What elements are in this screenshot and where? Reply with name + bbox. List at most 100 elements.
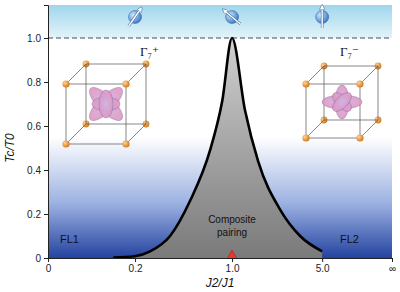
atom xyxy=(122,80,129,87)
atom xyxy=(356,80,363,87)
cube-edge xyxy=(360,84,361,138)
atom xyxy=(62,140,69,147)
cube-edge xyxy=(378,66,379,120)
cube-edge xyxy=(306,84,360,85)
y-tick-label: 0.6 xyxy=(27,121,41,132)
high-temperature-band xyxy=(48,5,392,38)
cube-edge xyxy=(360,66,378,84)
x-tick: ∞ xyxy=(389,258,396,274)
orbital-lobe xyxy=(329,89,354,114)
y-tick: 0.4 xyxy=(27,165,48,176)
atom xyxy=(122,140,129,147)
x-tick: 1.0 xyxy=(226,258,240,274)
y-tick: 0.2 xyxy=(27,209,48,220)
x-axis-line xyxy=(49,259,393,263)
spin-arrow xyxy=(129,8,142,26)
y-tick: 0.6 xyxy=(27,121,48,132)
x-tick: 0 xyxy=(46,258,52,274)
low-temperature-band xyxy=(48,38,392,258)
cube-edge xyxy=(324,120,378,121)
y-axis-line xyxy=(44,6,49,259)
orbital-lobe xyxy=(99,90,113,118)
x-tick-label: 0 xyxy=(46,263,52,274)
crystal-cube xyxy=(302,63,381,142)
pairing-area xyxy=(113,38,322,258)
orbital-lobe xyxy=(85,83,127,125)
cube-edge xyxy=(324,66,378,67)
symmetry-label: Γ₇⁻ xyxy=(340,44,359,59)
atom xyxy=(302,134,309,141)
cube-edge xyxy=(66,84,126,85)
cube-edge xyxy=(306,66,324,84)
y-tick-mark xyxy=(44,258,48,259)
y-tick-mark xyxy=(44,214,48,215)
cube-edge xyxy=(306,120,324,138)
cube-edge xyxy=(146,64,147,124)
y-axis: 0 0.2 0.4 0.6 0.8 1.0 xyxy=(27,6,48,264)
phase-label: FL2 xyxy=(340,233,359,245)
orbital-lobe xyxy=(329,89,354,114)
y-tick-mark xyxy=(44,38,48,39)
x-axis: 0 0.2 1.0 5.0 ∞ xyxy=(46,258,396,274)
orbital-lobe xyxy=(85,83,127,125)
symmetry-label: Γ₇⁺ xyxy=(140,44,159,59)
critical-point xyxy=(227,250,237,258)
x-tick-mark xyxy=(392,258,393,262)
y-tick: 0 xyxy=(35,253,48,264)
atom xyxy=(356,134,363,141)
x-tick-mark xyxy=(232,258,233,262)
cube-edge xyxy=(66,124,86,144)
x-tick-mark xyxy=(322,258,323,262)
cube-edge xyxy=(86,64,87,124)
plot-marks xyxy=(48,38,392,258)
y-tick-label: 0 xyxy=(35,253,41,264)
cube-edge xyxy=(86,124,146,125)
atom xyxy=(62,80,69,87)
orbital xyxy=(85,83,127,125)
atom xyxy=(302,80,309,87)
phase-label: FL1 xyxy=(60,233,79,245)
cube-edge xyxy=(324,66,325,120)
cube-edge xyxy=(126,124,146,144)
cube-edge xyxy=(126,64,146,84)
x-tick-label: 1.0 xyxy=(226,263,240,274)
x-tick-mark xyxy=(48,258,49,262)
y-tick-label: 0.2 xyxy=(27,209,41,220)
y-tick-mark xyxy=(44,170,48,171)
cube-edge xyxy=(360,120,378,138)
cube-edge xyxy=(306,138,360,139)
reference-line xyxy=(48,38,392,39)
spin-arrow-outline xyxy=(224,10,241,24)
y-tick: 0.8 xyxy=(27,77,48,88)
x-tick-label: 5.0 xyxy=(316,263,330,274)
region-label: pairing xyxy=(217,227,247,238)
cube-edge xyxy=(126,84,127,144)
spin-arrow xyxy=(224,10,241,24)
orbital xyxy=(322,85,362,119)
y-tick-mark xyxy=(44,126,48,127)
spin-arrow xyxy=(321,6,322,28)
y-tick: 1.0 xyxy=(27,33,48,44)
x-tick-mark xyxy=(135,258,136,262)
x-tick: 0.2 xyxy=(129,258,143,274)
y-tick-label: 0.8 xyxy=(27,77,41,88)
y-tick-mark xyxy=(44,82,48,83)
cube-edge xyxy=(66,64,86,84)
chart: 0 0.2 0.4 0.6 0.8 1.0 0 0.2 1.0 5.0 ∞ Tc/T0 J2/J1 FL1… xyxy=(0,0,400,292)
phase-boundary xyxy=(113,38,322,258)
x-tick-label: ∞ xyxy=(389,263,396,274)
x-tick: 5.0 xyxy=(316,258,330,274)
x-tick-label: 0.2 xyxy=(129,263,143,274)
y-axis-title: Tc/T0 xyxy=(3,133,17,163)
y-tick-label: 0.4 xyxy=(27,165,41,176)
spin-arrow-outline xyxy=(129,8,142,26)
spin-arrow-outline xyxy=(321,6,324,28)
crystal-cube xyxy=(62,61,149,148)
y-tick-label: 1.0 xyxy=(27,33,41,44)
cube-edge xyxy=(86,64,146,65)
cube-edge xyxy=(66,84,67,144)
region-label: Composite xyxy=(208,214,256,225)
cube-edge xyxy=(66,144,126,145)
cube-edge xyxy=(306,84,307,138)
x-axis-title: J2/J1 xyxy=(205,276,235,290)
